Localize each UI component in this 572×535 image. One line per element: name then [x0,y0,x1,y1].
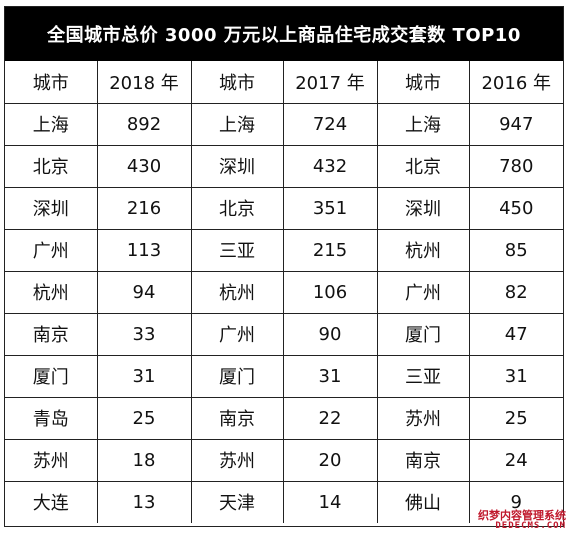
city-cell: 上海 [376,102,470,146]
city-cell: 三亚 [376,354,470,398]
count-cell: 724 [282,102,378,146]
table-row: 杭州 94 杭州 106 广州 82 [5,270,563,314]
city-cell: 三亚 [190,228,284,272]
city-cell: 佛山 [376,480,470,523]
column-header-city: 城市 [190,61,284,104]
column-header-city: 城市 [376,61,470,104]
city-cell: 厦门 [376,312,470,356]
data-table-frame: 全国城市总价 3000 万元以上商品住宅成交套数 TOP10 城市 2018 年城… [4,6,564,527]
count-cell: 13 [96,480,192,523]
count-cell: 430 [96,144,192,188]
table-row: 广州 113 三亚 215 杭州 85 [5,228,563,272]
city-cell: 上海 [5,102,98,146]
count-cell: 33 [96,312,192,356]
count-cell: 25 [468,396,563,440]
count-cell: 18 [96,438,192,482]
table-row: 上海 892 上海 724 上海 947 [5,102,563,146]
column-header-city: 城市 [5,61,98,104]
header-row: 城市 2018 年城市 2017 年城市 2016 年 [5,61,563,104]
count-cell: 450 [468,186,563,230]
city-cell: 青岛 [5,396,98,440]
city-cell: 广州 [5,228,98,272]
city-cell: 南京 [5,312,98,356]
data-table: 城市 2018 年城市 2017 年城市 2016 年上海 892 上海 724 上海 947 北… [5,61,563,523]
table-row: 大连 13 天津 14 佛山 9 [5,480,563,523]
count-cell: 85 [468,228,563,272]
city-cell: 广州 [376,270,470,314]
city-cell: 深圳 [5,186,98,230]
count-cell: 31 [282,354,378,398]
count-cell: 216 [96,186,192,230]
count-cell: 9 [468,480,563,523]
table-row: 厦门 31 厦门 31 三亚 31 [5,354,563,398]
city-cell: 厦门 [190,354,284,398]
city-cell: 杭州 [376,228,470,272]
city-cell: 苏州 [190,438,284,482]
count-cell: 82 [468,270,563,314]
city-cell: 北京 [190,186,284,230]
count-cell: 31 [468,354,563,398]
table-row: 苏州 18 苏州 20 南京 24 [5,438,563,482]
count-cell: 351 [282,186,378,230]
city-cell: 苏州 [5,438,98,482]
count-cell: 94 [96,270,192,314]
column-header-year: 2016 年 [468,61,563,104]
table-row: 南京 33 广州 90 厦门 47 [5,312,563,356]
count-cell: 25 [96,396,192,440]
city-cell: 南京 [376,438,470,482]
city-cell: 深圳 [376,186,470,230]
table-row: 深圳 216 北京 351 深圳 450 [5,186,563,230]
column-header-year: 2018 年 [96,61,192,104]
count-cell: 780 [468,144,563,188]
column-header-year: 2017 年 [282,61,378,104]
count-cell: 20 [282,438,378,482]
count-cell: 47 [468,312,563,356]
table-title: 全国城市总价 3000 万元以上商品住宅成交套数 TOP10 [5,7,563,61]
city-cell: 广州 [190,312,284,356]
count-cell: 892 [96,102,192,146]
city-cell: 杭州 [5,270,98,314]
city-cell: 天津 [190,480,284,523]
count-cell: 22 [282,396,378,440]
table-row: 北京 430 深圳 432 北京 780 [5,144,563,188]
count-cell: 90 [282,312,378,356]
table-row: 青岛 25 南京 22 苏州 25 [5,396,563,440]
city-cell: 北京 [376,144,470,188]
count-cell: 106 [282,270,378,314]
city-cell: 深圳 [190,144,284,188]
count-cell: 215 [282,228,378,272]
count-cell: 24 [468,438,563,482]
city-cell: 上海 [190,102,284,146]
count-cell: 947 [468,102,563,146]
city-cell: 苏州 [376,396,470,440]
count-cell: 432 [282,144,378,188]
city-cell: 大连 [5,480,98,523]
count-cell: 14 [282,480,378,523]
city-cell: 北京 [5,144,98,188]
city-cell: 南京 [190,396,284,440]
count-cell: 31 [96,354,192,398]
city-cell: 厦门 [5,354,98,398]
city-cell: 杭州 [190,270,284,314]
count-cell: 113 [96,228,192,272]
